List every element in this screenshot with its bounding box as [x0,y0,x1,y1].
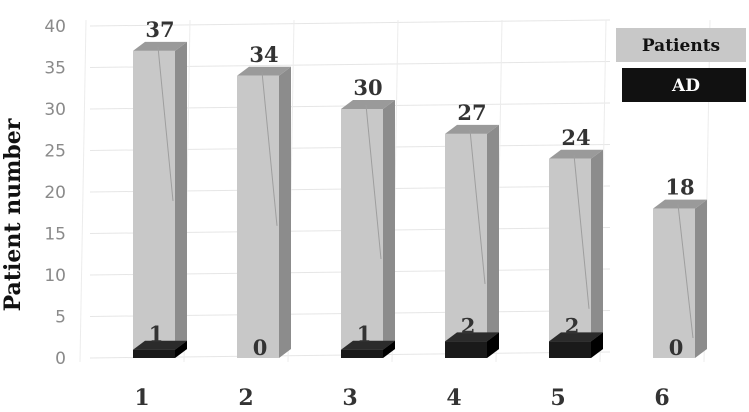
grid-line [79,19,87,363]
bar-value-label: 24 [561,125,590,150]
y-tick-label: 40 [44,17,66,37]
bar-ad-top [549,332,603,342]
bar-patients-side [279,66,291,359]
bar-patients [445,133,487,358]
bar-group: 34 0 [237,42,291,360]
y-tick-label: 5 [55,308,66,328]
legend-ad-swatch [622,68,746,102]
bar-patients-side [175,41,187,359]
bar-patients-side [591,149,603,358]
bar-group: 18 0 [653,175,707,360]
legend-patients-label: Patients [642,36,720,56]
ad-value-label: 1 [357,322,372,347]
legend-patients-swatch [616,28,746,62]
y-tick-label: 25 [44,142,66,162]
grid-line [89,19,611,27]
bar-patients-top [237,66,291,76]
x-tick-label: 1 [134,385,149,411]
ad-value-label: 0 [669,335,684,360]
bar-patients [237,75,279,359]
bar-ad-side [591,332,603,358]
bar-ad-top [133,340,187,350]
y-tick-label: 30 [44,100,66,120]
bar-ad-top [445,332,499,342]
bar-ad-side [175,340,187,358]
bar-group: 24 2 [549,125,603,358]
x-tick-label: 6 [654,385,669,411]
leader-line [261,71,278,226]
bar-ad [341,349,383,358]
legend: Patients AD [616,28,746,102]
bar-ad [549,341,591,358]
y-tick-label: 35 [44,59,66,79]
bar-group: 37 1 [133,17,187,359]
bar-patients-top [445,124,499,134]
leader-line [677,204,694,339]
bar-patients [653,208,695,358]
bar-value-label: 34 [249,42,278,67]
ad-value-label: 1 [149,322,164,347]
bar-value-label: 18 [665,175,694,200]
y-axis-label: Patient number [0,118,26,311]
x-tick-label: 3 [342,385,357,411]
bar-value-label: 30 [353,75,382,100]
bar-patients-side [383,100,395,358]
bar-ad [133,349,175,358]
bar-patients [341,109,383,358]
x-tick-label: 2 [238,385,253,411]
y-tick-label: 10 [44,266,66,286]
bar-value-label: 37 [145,17,174,42]
ad-value-label: 2 [461,313,476,338]
leader-line [157,46,174,201]
y-tick-label: 0 [55,349,66,369]
bar-patients-top [341,100,395,109]
bar-patients-top [653,199,707,209]
bar-group: 27 2 [445,100,499,359]
bar-patients-side [695,199,707,358]
x-tick-label: 4 [446,385,461,411]
bar-patients-side [487,124,499,359]
bars: 37 1 34 0 30 1 27 2 24 2 18 0 [133,17,707,360]
bar-ad-top [341,340,395,350]
bar-ad-side [383,340,395,358]
y-tick-label: 15 [44,225,66,245]
bar-ad [445,341,487,358]
legend-ad-label: AD [671,76,700,96]
ad-value-label: 0 [253,335,268,360]
bar-patients-top [133,41,187,51]
bar-group: 30 1 [341,75,395,358]
bar-patients [133,50,175,359]
y-tick-label: 20 [44,183,66,203]
leader-line [469,129,486,284]
bar-value-label: 27 [457,100,486,125]
bar-ad-side [487,332,499,358]
bar-patients-top [549,149,603,159]
leader-line [573,154,590,309]
x-tick-label: 5 [550,385,565,411]
leader-line [365,104,382,260]
x-axis-ticks: 1 2 3 4 5 6 [134,385,669,411]
y-axis-ticks: 0 5 10 15 20 25 30 35 40 [44,17,66,369]
ad-value-label: 2 [565,313,580,338]
